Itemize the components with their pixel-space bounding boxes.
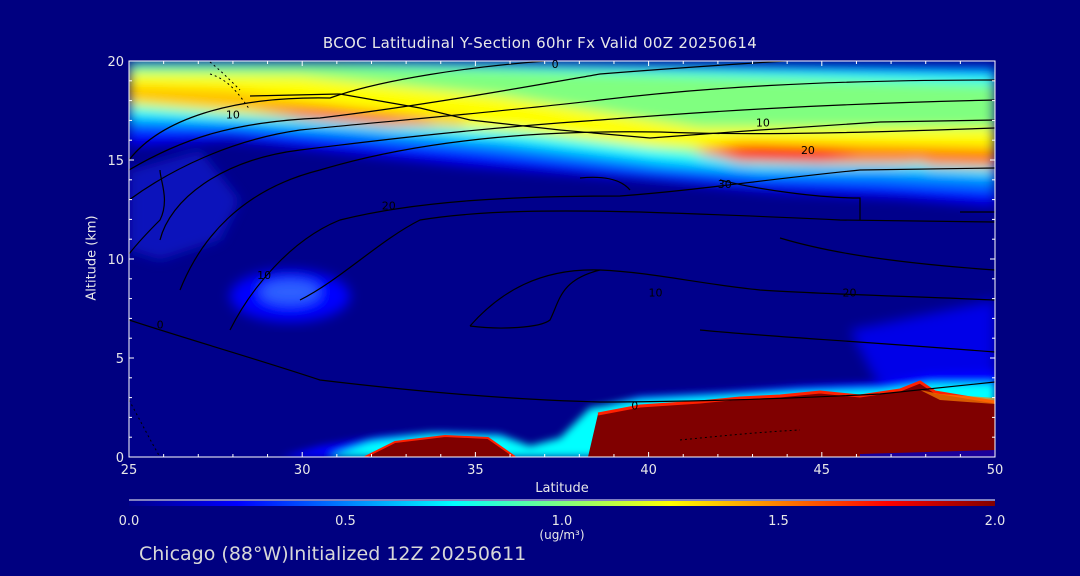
y-tick-label: 5: [116, 352, 124, 367]
y-tick-label: 15: [107, 154, 124, 169]
y-tick-label: 10: [107, 253, 124, 268]
footer-init: Initialized 12Z 20250611: [288, 543, 527, 565]
contour-label: 20: [801, 144, 815, 157]
contour-label: 0: [631, 400, 638, 413]
x-axis-ticks: 25 30 35 40 45 50: [121, 61, 1004, 478]
y-tick-label: 0: [116, 451, 124, 466]
contour-label: 0: [157, 318, 164, 331]
colorbar-tick-label: 0.5: [335, 514, 356, 529]
x-tick-label: 30: [294, 463, 311, 478]
x-tick-label: 50: [987, 463, 1004, 478]
colorbar-tick-label: 1.5: [768, 514, 789, 529]
contour-lines: [129, 61, 995, 403]
y-tick-label: 20: [107, 55, 124, 70]
x-tick-label: 40: [640, 463, 657, 478]
x-tick-label: 35: [467, 463, 484, 478]
contour-label: 0: [552, 58, 559, 71]
contour-label: 10: [756, 116, 770, 129]
x-tick-label: 45: [814, 463, 831, 478]
y-axis-label: Altitude (km): [84, 215, 100, 301]
colorbar-tick-label: 1.0: [552, 514, 573, 529]
colorbar-ticks: 0.0 0.5 1.0 1.5 2.0: [119, 514, 1006, 529]
contour-label: 10: [257, 269, 271, 282]
contour-label: 20: [382, 200, 396, 213]
y-axis-ticks: 0 5 10 15 20: [107, 55, 995, 466]
mid-level-blob: [230, 270, 350, 322]
heatmap-field: [129, 61, 995, 457]
contour-label: 10: [649, 287, 663, 300]
colorbar-tick-label: 0.0: [119, 514, 140, 529]
dashed-contours: [129, 61, 801, 457]
surface-layer-north: [588, 382, 995, 457]
contour-label: 10: [226, 108, 240, 121]
x-tick-label: 25: [121, 463, 138, 478]
contour-label: 20: [843, 287, 857, 300]
chart-title: BCOC Latitudinal Y-Section 60hr Fx Valid…: [322, 34, 758, 52]
x-axis-label: Latitude: [535, 481, 589, 496]
footer-location: Chicago (88°W): [139, 543, 289, 565]
colorbar-tick-label: 2.0: [985, 514, 1006, 529]
colorbar-unit: (ug/m³): [539, 528, 585, 542]
contour-label: 30: [718, 178, 732, 191]
contour-label-group: 0 10 10 20 20 30 10 10 20 0 0: [157, 58, 857, 413]
north-mid-levels: [129, 150, 995, 390]
colorbar: [129, 501, 995, 506]
footer-text: Chicago (88°W)Initialized 12Z 20250611: [139, 543, 526, 565]
stratospheric-band: [129, 62, 995, 206]
